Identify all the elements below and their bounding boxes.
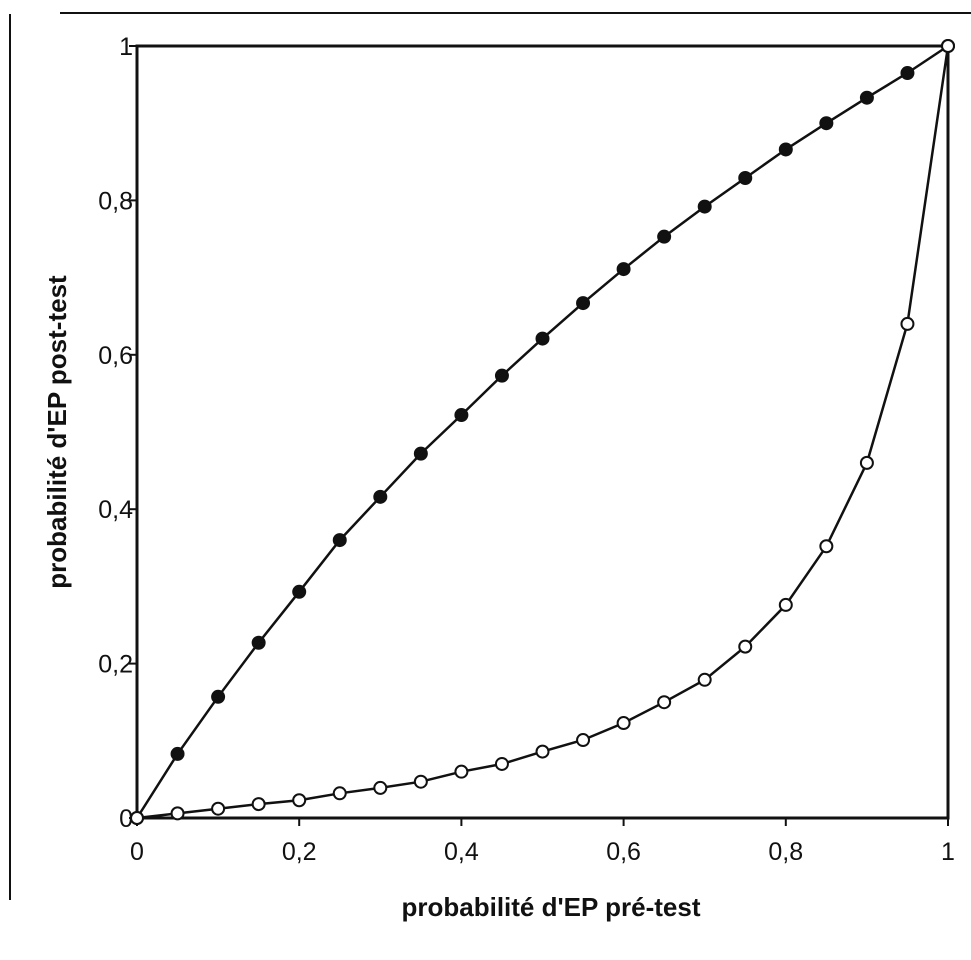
series-1-point [778,142,793,157]
series-1-point [494,368,509,383]
series-2-point [738,639,753,654]
series-1-point [819,116,834,131]
series-2-point [778,597,793,612]
series-2-point [170,806,185,821]
series-2-point [454,764,469,779]
series-1-point [251,635,266,650]
series-2-point [373,780,388,795]
series-1-point [292,584,307,599]
series-1-point [454,408,469,423]
y-axis-label: probabilité d'EP post-test [42,275,72,589]
series-2-point [819,539,834,554]
series-2-point [292,793,307,808]
y-tick-label: 0,8 [98,187,133,215]
series-2-point [941,39,955,53]
series-1-point [332,533,347,548]
series-layer [130,39,955,825]
series-1-point [900,66,915,81]
series-2-point [130,811,144,825]
x-tick-label: 0,2 [282,838,317,866]
series-1-point [697,199,712,214]
series-2-point [211,801,226,816]
x-tick-label: 0 [130,838,144,866]
series-2-line [136,45,950,820]
series-2-point [494,756,509,771]
y-tick-label: 0,4 [98,496,133,524]
series-2-point [657,695,672,710]
series-2-point [616,716,631,731]
series-1-point [576,296,591,311]
series-2-point [535,744,550,759]
y-tick-label: 0 [119,805,133,833]
series-2-point [900,316,915,331]
x-tick-label: 1 [941,838,955,866]
x-axis-label: probabilité d'EP pré-test [402,892,701,922]
x-tick-label: 0,8 [768,838,803,866]
series-2-point [332,786,347,801]
series-1-point [211,689,226,704]
series-1-line [135,44,949,819]
x-tick-label: 0,6 [606,838,641,866]
y-tick-label: 0,6 [98,342,133,370]
plot-frame [135,44,950,820]
series-1-point [657,229,672,244]
series-1-point [859,90,874,105]
series-1-point [373,489,388,504]
x-tick-label: 0,4 [444,838,479,866]
series-2-point [576,733,591,748]
y-tick-label: 1 [119,33,133,61]
x-axis-ticks: 0 0,2 0,4 0,6 0,8 1 [130,818,955,866]
series-2-point [859,455,874,470]
series-1-point [413,446,428,461]
series-2-point [251,797,266,812]
frame-layer [9,12,971,900]
series-2-point [413,774,428,789]
y-tick-label: 0,2 [98,651,133,679]
series-2-point [697,672,712,687]
series-1-point [170,746,185,761]
y-axis-ticks: 0 0,2 0,4 0,6 0,8 1 [98,33,137,833]
series-1-point [738,171,753,186]
series-1-point [616,262,631,277]
series-1-point [535,331,550,346]
